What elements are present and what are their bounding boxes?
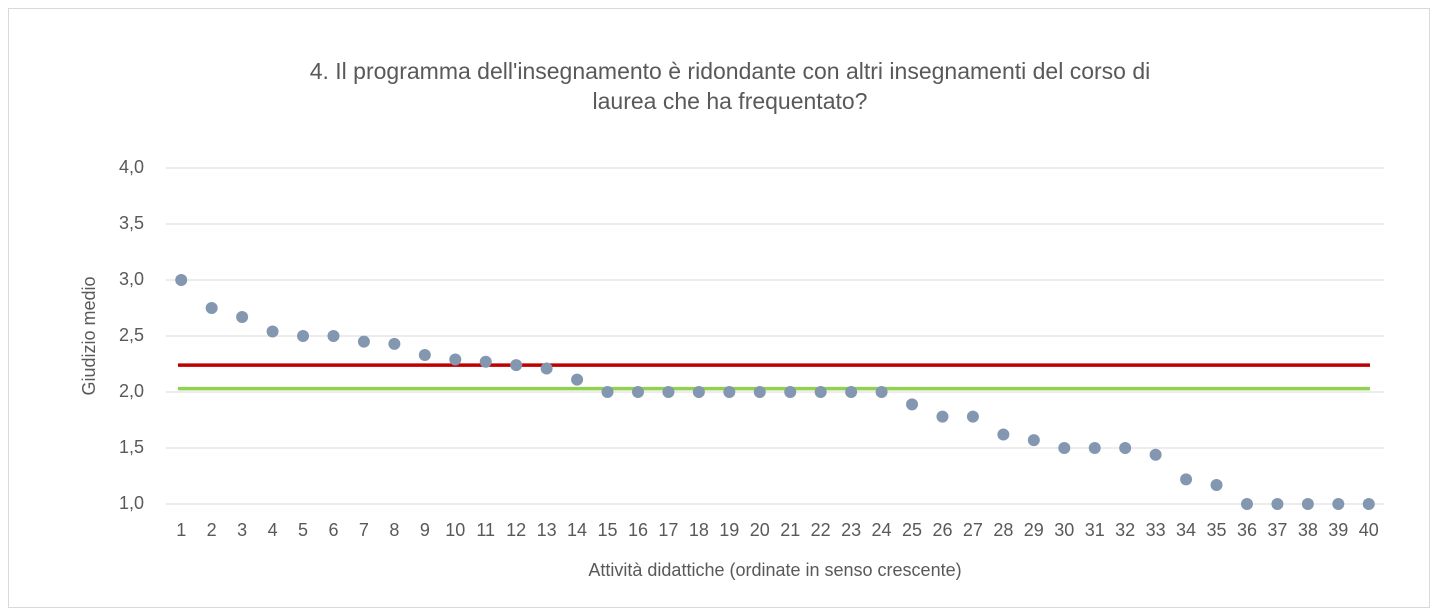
- point: [1119, 442, 1132, 454]
- point: [1088, 442, 1101, 454]
- x-tick-label: 30: [1054, 520, 1074, 540]
- point: [875, 386, 888, 398]
- point: [723, 386, 736, 398]
- x-axis-label: Attività didattiche (ordinate in senso c…: [588, 560, 961, 580]
- point: [692, 386, 705, 398]
- point: [418, 349, 431, 362]
- point: [1332, 498, 1345, 510]
- point: [753, 386, 766, 398]
- point: [479, 355, 492, 368]
- x-tick-label: 36: [1237, 520, 1257, 540]
- x-tick-label: 22: [811, 520, 831, 540]
- point: [236, 310, 249, 323]
- x-tick-label: 25: [902, 520, 922, 540]
- x-tick-label: 8: [389, 520, 399, 540]
- x-tick-label: 6: [328, 520, 338, 540]
- x-tick-label: 3: [237, 520, 247, 540]
- point: [997, 428, 1010, 441]
- y-tick-label: 3,0: [119, 269, 144, 289]
- point: [845, 386, 858, 398]
- point: [327, 330, 340, 342]
- x-tick-label: 28: [993, 520, 1013, 540]
- x-tick-label: 31: [1085, 520, 1105, 540]
- x-tick-label: 15: [598, 520, 618, 540]
- y-tick-label: 2,0: [119, 381, 144, 401]
- y-axis-label: Giudizio medio: [79, 276, 99, 395]
- x-tick-label: 17: [658, 520, 678, 540]
- page: 4. Il programma dell'insegnamento è rido…: [8, 8, 1430, 608]
- y-tick-label: 1,5: [119, 437, 144, 457]
- x-tick-label: 1: [176, 520, 186, 540]
- x-tick-label: 32: [1115, 520, 1135, 540]
- x-tick-label: 39: [1328, 520, 1348, 540]
- x-tick-label: 2: [207, 520, 217, 540]
- x-tick-label: 7: [359, 520, 369, 540]
- x-tick-label: 20: [750, 520, 770, 540]
- point: [571, 373, 584, 386]
- chart-title: 4. Il programma dell'insegnamento è rido…: [309, 58, 1151, 114]
- x-tick-label: 13: [537, 520, 557, 540]
- x-tick-label: 16: [628, 520, 648, 540]
- y-tick-label: 3,5: [119, 213, 144, 233]
- chart: Attività didattiche (ordinate in senso c…: [79, 157, 1384, 580]
- x-tick-label: 21: [780, 520, 800, 540]
- point: [357, 335, 370, 348]
- point: [1027, 434, 1040, 447]
- x-tick-label: 12: [506, 520, 526, 540]
- x-tick-label: 9: [420, 520, 430, 540]
- x-tick-label: 26: [932, 520, 952, 540]
- x-tick-label: 35: [1207, 520, 1227, 540]
- point: [662, 386, 675, 398]
- y-tick-label: 2,5: [119, 325, 144, 345]
- x-tick-label: 10: [445, 520, 465, 540]
- x-tick-label: 4: [268, 520, 278, 540]
- x-tick-label: 33: [1146, 520, 1166, 540]
- point: [906, 398, 919, 411]
- point: [1301, 498, 1314, 510]
- point: [784, 386, 797, 398]
- point: [631, 386, 644, 398]
- point: [175, 274, 188, 286]
- x-tick-label: 19: [719, 520, 739, 540]
- point: [1271, 498, 1284, 510]
- x-tick-label: 34: [1176, 520, 1196, 540]
- point: [1180, 473, 1193, 486]
- point: [1058, 442, 1071, 454]
- point: [510, 359, 523, 372]
- x-tick-label: 27: [963, 520, 983, 540]
- point: [1362, 498, 1375, 510]
- point: [205, 302, 218, 314]
- point: [388, 337, 401, 350]
- x-tick-label: 14: [567, 520, 587, 540]
- point: [601, 386, 614, 398]
- x-tick-label: 11: [476, 520, 495, 540]
- x-tick-label: 5: [298, 520, 308, 540]
- point: [266, 325, 279, 338]
- point: [1240, 498, 1253, 510]
- x-tick-label: 23: [841, 520, 861, 540]
- point: [449, 353, 462, 366]
- x-tick-label: 38: [1298, 520, 1318, 540]
- x-tick-label: 18: [689, 520, 709, 540]
- x-tick-label: 29: [1024, 520, 1044, 540]
- point: [297, 330, 310, 342]
- y-tick-label: 4,0: [119, 157, 144, 177]
- x-tick-label: 37: [1267, 520, 1287, 540]
- point: [814, 386, 827, 398]
- point: [540, 362, 553, 375]
- point: [966, 410, 979, 423]
- point: [936, 410, 949, 423]
- x-tick-label: 24: [872, 520, 892, 540]
- point: [1149, 448, 1162, 461]
- x-tick-label: 40: [1359, 520, 1379, 540]
- y-tick-label: 1,0: [119, 493, 144, 513]
- point: [1210, 478, 1223, 491]
